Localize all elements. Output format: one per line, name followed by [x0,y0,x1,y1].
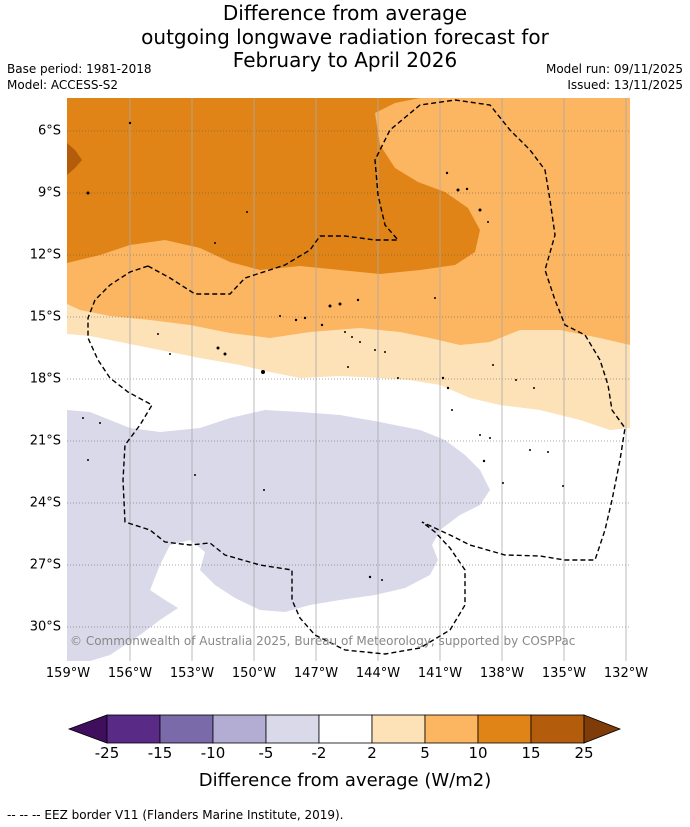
lon-label-138w: 138°W [479,666,525,681]
anomaly-neg-5-2-region [67,410,490,661]
lon-label-132w: 132°W [603,666,649,681]
colorbar-bin-neg15-10 [159,714,214,744]
title-line-2: outgoing longwave radiation forecast for [141,24,549,49]
colorbar-bin-neg10-5 [212,714,267,744]
colorbar-bin-15-25 [530,714,585,744]
lon-label-135w: 135°W [541,666,587,681]
lon-label-153w: 153°W [169,666,215,681]
colorbar-tick: 2 [367,744,377,762]
issued-text: Issued: 13/11/2025 [567,78,683,92]
lat-label-18s: 18°S [29,371,61,387]
colorbar-over-arrow [583,714,622,744]
eez-cook-islands [87,265,466,655]
eez-french-polynesia-north [147,99,626,561]
lat-label-15s: 15°S [29,309,61,325]
title-line-3: February to April 2026 [232,48,458,72]
meta-left: Base period: 1981-2018 Model: ACCESS-S2 [7,61,152,93]
lat-label-30s: 30°S [29,619,61,635]
colorbar-under-arrow [67,714,108,744]
anomaly-10-15-region [67,98,480,274]
model-text: Model: ACCESS-S2 [7,78,119,92]
lat-label-27s: 27°S [29,557,61,573]
colorbar-tick: 25 [574,744,594,762]
colorbar-tick: 15 [521,744,541,762]
colorbar-title: Difference from average (W/m2) [198,770,492,791]
lon-label-141w: 141°W [417,666,463,681]
colorbar-tick: -10 [200,744,226,762]
colorbar-tick: 10 [468,744,488,762]
colorbar-tick: -15 [147,744,173,762]
copyright-notice: © Commonwealth of Australia 2025, Bureau… [70,634,576,648]
anomaly-15-25-region [67,143,82,175]
colorbar-bin-2-5 [371,714,426,744]
colorbar-tick: -2 [311,744,327,762]
meta-right: Model run: 09/11/2025 Issued: 13/11/2025 [546,61,683,93]
colorbar-tick: -25 [94,744,120,762]
eez-legend: -- -- -- EEZ border V11 (Flanders Marine… [7,808,344,822]
lon-label-156w: 156°W [107,666,153,681]
gridlines [67,130,630,628]
colorbar-bin-5-10 [424,714,479,744]
lat-label-12s: 12°S [29,247,61,263]
lon-label-144w: 144°W [355,666,401,681]
lon-label-147w: 147°W [293,666,339,681]
colorbar-bin-neg25-15 [106,714,161,744]
colorbar-tick: 5 [420,744,430,762]
colorbar-bin-10-15 [477,714,532,744]
eez-borders [87,99,626,655]
map-panel [67,98,630,661]
colorbar [67,714,622,744]
lat-label-9s: 9°S [37,185,61,201]
lat-label-24s: 24°S [29,495,61,511]
lat-label-21s: 21°S [29,433,61,449]
model-run-text: Model run: 09/11/2025 [545,62,683,76]
lon-label-150w: 150°W [231,666,277,681]
lat-label-6s: 6°S [37,123,61,139]
lon-label-159w: 159°W [45,666,91,681]
title-line-1: Difference from average [222,1,468,25]
island-markers [82,121,564,581]
colorbar-bin-neutral [318,714,373,744]
chart-title: Difference from average outgoing longwav… [0,1,690,73]
colorbar-bin-neg5-2 [265,714,320,744]
base-period-text: Base period: 1981-2018 [7,62,152,76]
colorbar-tick: -5 [258,744,274,762]
